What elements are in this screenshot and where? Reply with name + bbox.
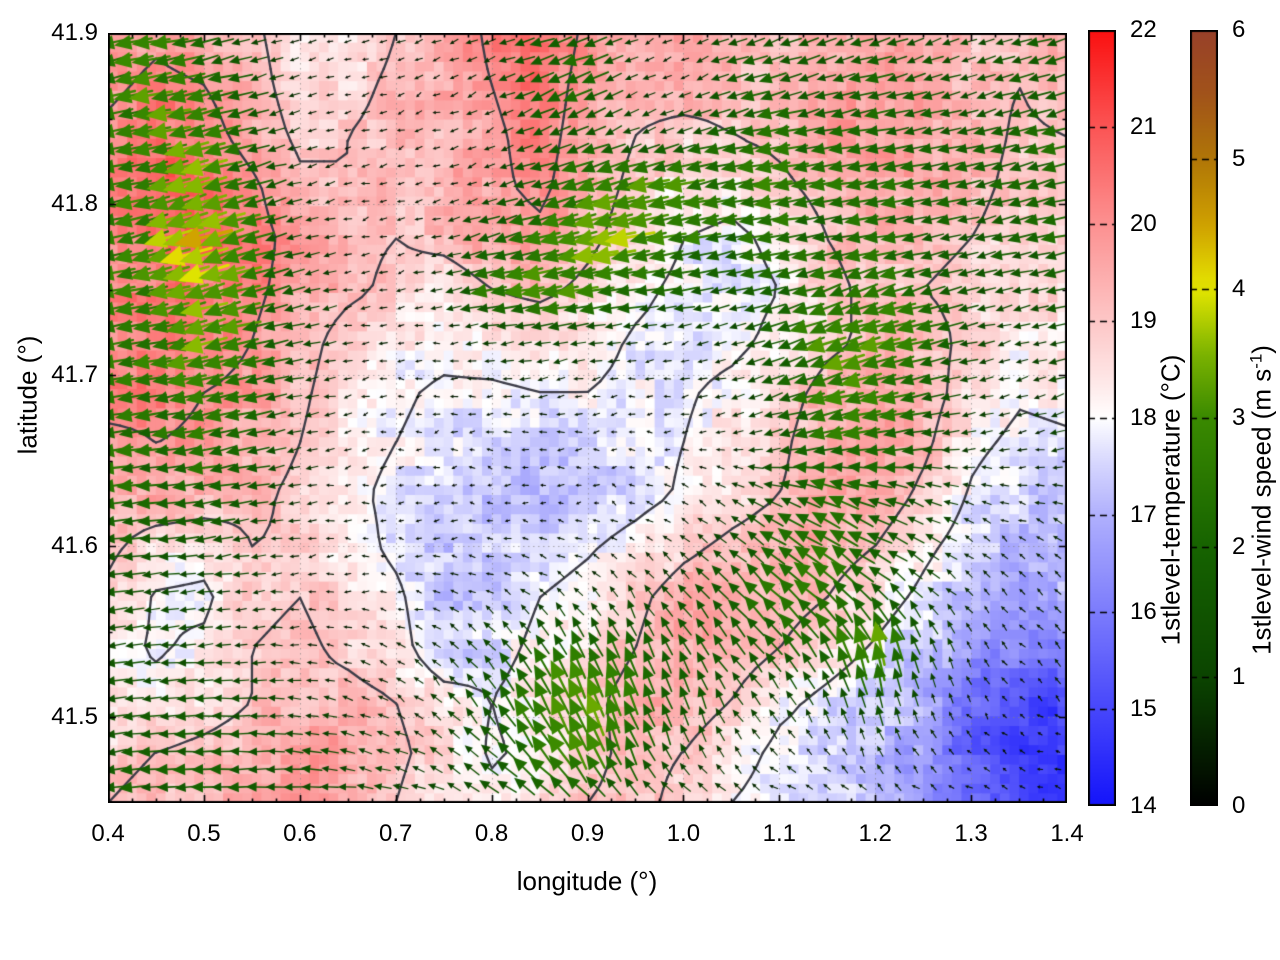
y-tick-label: 41.8 <box>51 190 98 218</box>
x-axis-label: longitude (°) <box>516 866 658 896</box>
x-tick-label: 1.1 <box>762 820 796 847</box>
temperature-colorbar-title: 1stlevel-temperature (°C) <box>1155 354 1186 646</box>
wind-speed-colorbar-tick-label: 5 <box>1232 145 1246 173</box>
y-tick-label: 41.9 <box>51 19 98 46</box>
temperature-colorbar-tick-label: 21 <box>1130 113 1157 140</box>
y-tick-label: 41.6 <box>51 532 98 560</box>
x-tick-label: 1.2 <box>858 820 892 847</box>
wind-speed-colorbar-tick-label: 6 <box>1232 16 1246 43</box>
temperature-wind-map-canvas <box>108 33 1067 803</box>
wind-colorbar-title-end: ) <box>1246 345 1277 354</box>
x-tick-label: 0.7 <box>379 820 413 847</box>
x-tick-label: 1.0 <box>666 820 701 847</box>
temperature-colorbar-tick-label: 18 <box>1130 404 1157 431</box>
x-tick-label: 0.9 <box>570 820 605 847</box>
temperature-colorbar-tick-label: 20 <box>1130 210 1157 237</box>
wind-colorbar-title-superscript: -1 <box>1246 353 1266 369</box>
wind-speed-colorbar-tick-label: 3 <box>1232 404 1246 431</box>
wind-colorbar-title: 1stlevel-wind speed (m s-1) <box>1246 345 1278 655</box>
y-tick-label: 41.7 <box>51 361 98 389</box>
y-tick-label: 41.5 <box>51 703 98 731</box>
x-tick-label: 1.4 <box>1050 820 1084 847</box>
x-tick-label: 1.3 <box>954 820 988 847</box>
wind-colorbar-title-main: 1stlevel-wind speed (m s <box>1246 368 1277 655</box>
temperature-colorbar <box>1088 30 1116 806</box>
wind-speed-colorbar-tick-label: 1 <box>1232 662 1246 690</box>
x-tick-label: 0.8 <box>474 820 509 847</box>
temperature-colorbar-tick-label: 16 <box>1130 598 1157 625</box>
wind-speed-colorbar-tick-label: 0 <box>1232 792 1246 819</box>
wind-speed-colorbar-tick-label: 4 <box>1232 274 1246 302</box>
x-tick-label: 0.6 <box>283 820 317 847</box>
x-tick-label: 0.4 <box>91 820 125 847</box>
wind-speed-colorbar-tick-label: 2 <box>1232 533 1246 561</box>
x-tick-label: 0.5 <box>187 820 221 847</box>
y-axis-label: latitude (°) <box>12 335 43 455</box>
temperature-colorbar-tick-label: 22 <box>1130 16 1157 43</box>
temperature-colorbar-tick-label: 19 <box>1130 307 1157 334</box>
temperature-colorbar-tick-label: 15 <box>1130 695 1157 722</box>
wind-speed-colorbar <box>1190 30 1218 806</box>
temperature-colorbar-tick-label: 17 <box>1130 501 1157 528</box>
temperature-colorbar-tick-label: 14 <box>1130 792 1157 819</box>
